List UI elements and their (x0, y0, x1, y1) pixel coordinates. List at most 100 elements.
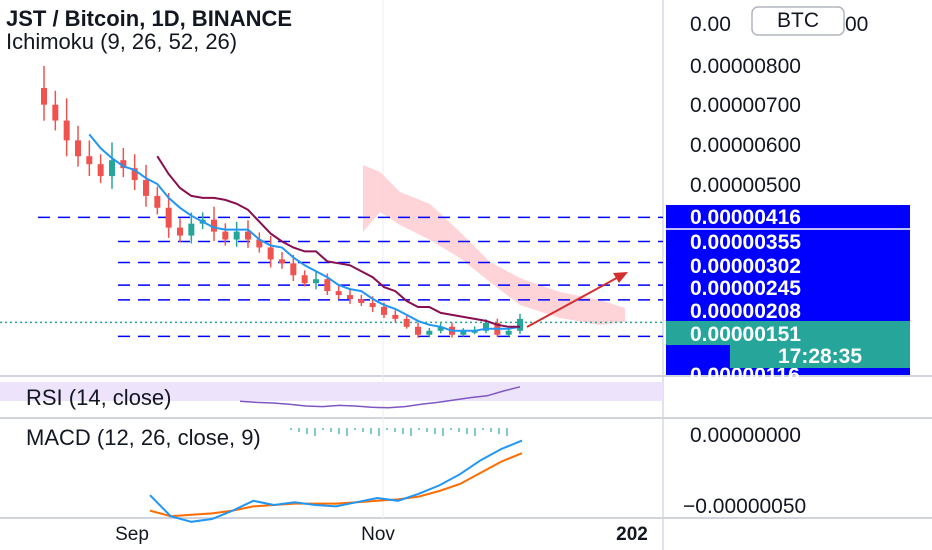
candle-body (233, 231, 240, 240)
candle-body (301, 275, 308, 284)
candle-body (505, 330, 512, 335)
candle-body (52, 104, 59, 121)
candle-body (41, 88, 47, 105)
candle-body (63, 120, 70, 141)
macd-histogram-bar (458, 428, 460, 432)
rsi-plot (239, 386, 521, 409)
projection-arrow-head (613, 272, 628, 283)
countdown-tag (730, 345, 910, 368)
currency-badge-label: BTC (777, 9, 819, 32)
candle-body (154, 195, 161, 208)
macd-histogram-bar (290, 428, 292, 430)
macd-histogram-bar (354, 428, 356, 430)
macd-histogram-bar (466, 428, 468, 434)
ichimoku-cloud (363, 165, 625, 325)
candle-body (131, 168, 138, 181)
time-label-year: 202 (616, 524, 648, 545)
kijun-line (156, 155, 520, 328)
candle-body (347, 295, 353, 300)
macd-plot (149, 428, 523, 523)
macd-histogram-bar (322, 428, 324, 430)
macd-title: MACD (12, 26, close, 9) (26, 425, 261, 450)
indicator-title: Ichimoku (9, 26, 52, 26) (6, 29, 237, 54)
projection-arrow (526, 273, 625, 328)
macd-histogram-bar (418, 428, 420, 430)
macd-histogram-bar (346, 428, 348, 436)
macd-signal-line (149, 452, 523, 518)
candle-body (165, 207, 172, 228)
tenkan-line (88, 133, 521, 332)
macd-histogram-bar (506, 428, 508, 436)
macd-histogram-bar (338, 428, 340, 434)
candle-body (415, 326, 421, 335)
candle-body (109, 160, 115, 177)
candlestick-series (41, 65, 523, 338)
ichimoku-lines (88, 133, 521, 332)
rsi-band (0, 382, 663, 401)
rsi-line (239, 386, 521, 409)
macd-histogram-bar (394, 428, 396, 432)
macd-histogram-bar (314, 428, 316, 436)
currency-badge[interactable] (751, 6, 845, 36)
time-label-sep: Sep (115, 524, 149, 545)
level-label: 0.00000208 (690, 300, 801, 323)
candle-body (222, 231, 229, 240)
candle-body (426, 330, 433, 335)
price-label-top-right: 00 (845, 13, 868, 36)
macd-axis-label: 0.00000000 (690, 424, 801, 447)
macd-histogram-bar (474, 428, 476, 436)
price-tick-label: 0.00000500 (690, 174, 801, 197)
macd-histogram-bar (402, 428, 404, 434)
symbol-title: JST / Bitcoin, 1D, BINANCE (6, 6, 292, 31)
macd-histogram-bar (498, 428, 500, 434)
candle-body (437, 326, 444, 331)
macd-histogram-bar (378, 428, 380, 436)
macd-histogram-bar (426, 428, 428, 432)
price-label-top-left: 0.00 (690, 13, 731, 36)
macd-axis-label: −0.00000050 (683, 495, 806, 518)
candle-body (279, 259, 285, 264)
hidden-level-label: 0.00000116 (690, 364, 800, 387)
countdown-label: 17:28:35 (778, 345, 862, 368)
candle-body (517, 318, 523, 331)
macd-histogram-bar (442, 428, 444, 436)
macd-histogram-bar (410, 428, 412, 436)
macd-histogram-bar (362, 428, 364, 432)
candle-body (392, 314, 399, 319)
macd-histogram-bar (298, 428, 300, 432)
time-label-nov: Nov (361, 524, 395, 545)
level-label: 0.00000416 (690, 206, 801, 229)
candle-body (177, 227, 183, 236)
candle-body (211, 219, 217, 232)
candle-body (460, 330, 467, 335)
candle-body (120, 160, 127, 169)
price-tick-label: 0.00000600 (690, 134, 801, 157)
rsi-title: RSI (14, close) (26, 385, 172, 410)
candle-body (143, 180, 149, 196)
price-tick-label: 0.00000800 (690, 55, 801, 78)
candle-body (358, 299, 365, 303)
candle-body (403, 318, 410, 327)
candle-body (335, 291, 342, 296)
candle-body (267, 247, 274, 260)
candle-body (188, 223, 195, 236)
candle-body (369, 303, 376, 307)
macd-histogram-bar (386, 428, 388, 430)
macd-histogram-bar (370, 428, 372, 434)
candle-body (381, 306, 387, 315)
candle-body (256, 239, 263, 248)
candle-body (245, 231, 251, 240)
last-price-tag (666, 321, 910, 345)
level-label: 0.00000302 (690, 255, 801, 278)
macd-histogram-bar (306, 428, 308, 434)
macd-histogram-bar (482, 428, 484, 430)
macd-histogram-bar (490, 428, 492, 432)
macd-histogram-bar (434, 428, 436, 434)
candle-body (75, 140, 81, 157)
macd-line (149, 439, 523, 523)
macd-histogram-bar (330, 428, 332, 432)
candle-body (97, 164, 104, 177)
horizontal-levels (0, 216, 663, 338)
candle-body (483, 322, 489, 331)
